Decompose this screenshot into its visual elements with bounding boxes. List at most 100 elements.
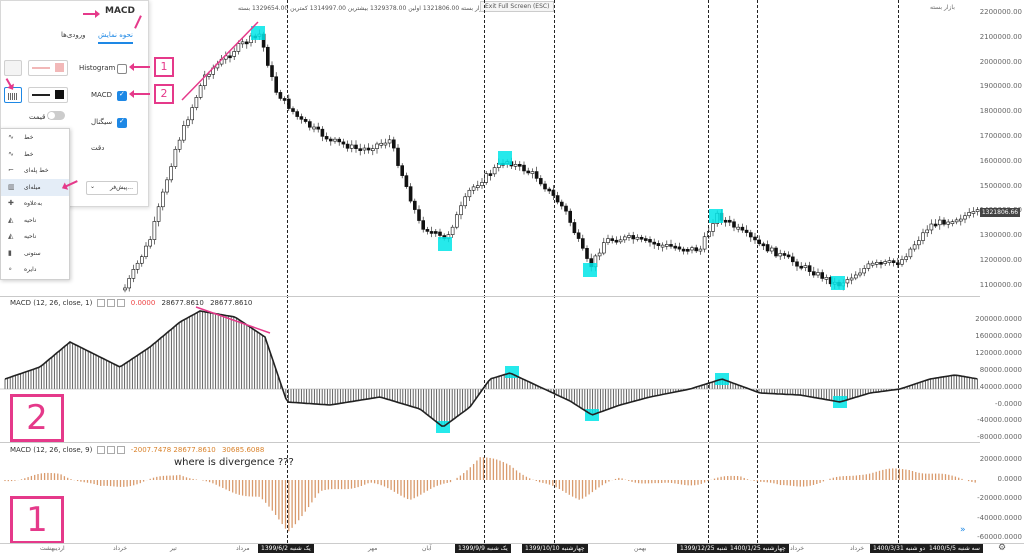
axis-tick-label: 1200000.00 — [979, 256, 1022, 264]
macd-checkbox[interactable] — [117, 90, 127, 101]
price-line-toggle[interactable] — [47, 111, 65, 120]
macd2-chart[interactable] — [0, 443, 980, 543]
style-option[interactable]: ▥ میله‌ای — [1, 178, 69, 196]
time-axis-highlight: 1400/5/5 سه شنبه — [926, 544, 983, 553]
candle — [849, 277, 854, 281]
macd2-axis[interactable]: 20000.0000 0.0000 -20000.0000 -40000.0000 -6… — [977, 443, 1024, 543]
price-candles — [123, 26, 980, 293]
divergence-question: where is divergence ??? — [174, 457, 294, 468]
candle — [295, 111, 300, 117]
histogram-style-swatch[interactable] — [28, 60, 68, 76]
axis-tick-label: 1600000.00 — [979, 156, 1022, 165]
candle — [727, 219, 732, 223]
pane-separator-1[interactable] — [0, 296, 980, 297]
style-option[interactable]: ⌐ خط پله‌ای — [1, 162, 69, 179]
candle — [156, 206, 161, 222]
candle — [845, 279, 850, 284]
candle — [853, 274, 858, 279]
macd2-legend: MACD (12, 26, close, 9) -2007.7478 28677… — [10, 446, 264, 454]
divergence-trendline-macd — [195, 306, 271, 334]
macd2-eye-icon[interactable] — [96, 446, 105, 454]
style-option[interactable]: ▮ ستونی — [1, 245, 69, 262]
pane-separator-2[interactable] — [0, 442, 980, 443]
candle — [182, 125, 186, 141]
candle — [908, 248, 913, 258]
precision-select[interactable]: ⌄ پیش‌فر... — [86, 181, 138, 195]
price-info: بازار بسته 1321806.00 اولین 1329378.00 ب… — [238, 5, 486, 12]
candle — [484, 173, 489, 183]
candle — [303, 119, 308, 122]
candle — [517, 164, 522, 167]
candle — [740, 226, 745, 231]
candle — [198, 85, 203, 98]
macd1-chart[interactable] — [0, 297, 980, 441]
style-option[interactable]: ∘ دایره — [1, 261, 69, 278]
price-axis[interactable]: 2200000.00 2100000.00 2000000.00 1900000.00… — [980, 0, 1024, 296]
annotation-1: 1 — [154, 57, 174, 77]
macd1-close-icon[interactable] — [116, 299, 125, 307]
candle — [429, 231, 434, 234]
axis-tick-label: 80000.0000 — [979, 365, 1022, 374]
columns-icon: ▮ — [8, 248, 12, 257]
macd1-eye-icon[interactable] — [96, 299, 105, 307]
candle — [450, 226, 455, 235]
candle — [816, 272, 820, 276]
axis-tick-label: -80000.0000 — [977, 433, 1022, 442]
time-axis-label: خرداد — [113, 545, 128, 552]
candle — [421, 220, 426, 230]
axis-tick-label: 160000.0000 — [975, 331, 1022, 340]
collapse-arrow-icon[interactable]: » — [960, 525, 966, 535]
candle — [375, 143, 379, 149]
candle — [316, 126, 321, 130]
signal-checkbox[interactable] — [117, 117, 127, 128]
exit-fullscreen-button[interactable]: Exit Full Screen (ESC) — [480, 1, 555, 12]
candle — [698, 248, 703, 252]
axis-tick-label: 2100000.00 — [979, 32, 1022, 41]
macd1-value-1: 0.0000 — [130, 299, 156, 307]
tab-display[interactable]: نحوه نمایش — [98, 31, 133, 44]
macd1-axis[interactable]: 200000.0000 160000.0000 120000.0000 80000.0… — [975, 297, 1024, 442]
style-option[interactable]: ◭ ناحیه — [1, 228, 69, 245]
time-axis-label: تیر — [170, 545, 177, 552]
candle — [337, 138, 342, 143]
price-chart[interactable] — [0, 0, 980, 296]
swing-marker — [498, 151, 512, 165]
time-axis-highlight: 1399/6/2 یک شنبه — [258, 544, 314, 553]
style-option[interactable]: ∿ خط — [1, 129, 69, 146]
macd2-close-icon[interactable] — [116, 446, 125, 454]
style-option[interactable]: ◭ ناحیه — [1, 212, 69, 229]
candle — [782, 253, 787, 256]
candle — [732, 221, 736, 228]
macd2-value-1: -2007.7478 — [130, 446, 172, 454]
candle — [559, 201, 564, 207]
candle — [921, 232, 925, 241]
histogram-checkbox[interactable] — [117, 64, 127, 74]
candle — [417, 209, 421, 221]
style-option[interactable]: ✚ به‌علاوه — [1, 195, 69, 212]
macd-style-swatch[interactable] — [28, 87, 68, 103]
chart-settings-gear-icon[interactable]: ⚙ — [998, 543, 1007, 553]
macd2-value-3: 30685.6088 — [221, 446, 265, 454]
candle — [236, 43, 241, 52]
swing-marker — [831, 276, 845, 290]
candle — [265, 46, 270, 66]
axis-tick-label: 120000.0000 — [975, 348, 1022, 357]
candle — [958, 218, 963, 222]
candle — [320, 128, 325, 137]
candle — [614, 239, 619, 243]
swing-marker — [438, 237, 452, 251]
style-option[interactable]: ∿ خط — [1, 146, 69, 163]
plot-style-button-disabled[interactable] — [4, 60, 22, 76]
time-axis-label: خرداد — [850, 545, 865, 552]
candle — [169, 166, 173, 181]
candle — [811, 271, 816, 276]
axis-tick-label: 1800000.00 — [979, 107, 1022, 116]
macd2-settings-icon[interactable] — [106, 446, 115, 454]
candle — [140, 256, 144, 264]
circles-icon: ∘ — [8, 265, 13, 273]
candle — [681, 248, 686, 252]
macd1-settings-icon[interactable] — [106, 299, 115, 307]
tab-inputs[interactable]: ورودی‌ها — [61, 31, 86, 39]
candle — [799, 265, 804, 269]
candle — [883, 261, 888, 264]
